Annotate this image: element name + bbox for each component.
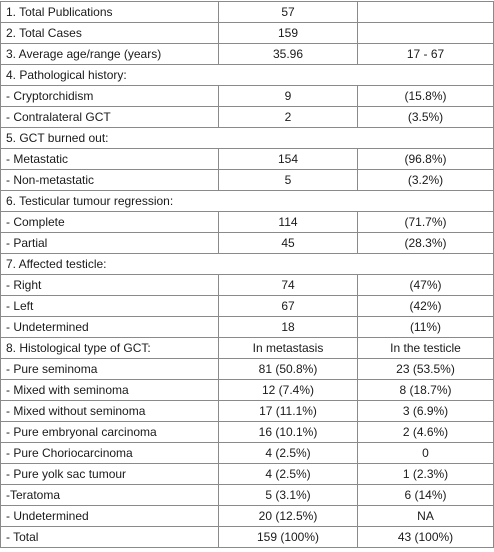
table-cell: (15.8%) [357,85,494,107]
table-cell: (11%) [357,316,494,338]
table-cell: 159 [218,22,358,44]
table-cell: 20 (12.5%) [218,505,358,527]
table-cell: 16 (10.1%) [218,421,358,443]
table-cell: 74 [218,274,358,296]
table-row: 2. Total Cases 159 [0,22,494,44]
table-cell: - Mixed with seminoma [0,379,219,401]
table-row: - Non-metastatic 5 (3.2%) [0,169,494,191]
table-row: 6. Testicular tumour regression: [0,190,494,212]
table-cell: - Pure Choriocarcinoma [0,442,219,464]
table-cell: 5 (3.1%) [218,484,358,506]
table-row: - Total 159 (100%) 43 (100%) [0,526,494,548]
table-cell: 154 [218,148,358,170]
table-cell: 7. Affected testicle: [0,253,494,275]
table-cell: - Pure embryonal carcinoma [0,421,219,443]
table-row: - Right 74 (47%) [0,274,494,296]
table-row: - Pure yolk sac tumour 4 (2.5%) 1 (2.3%) [0,463,494,485]
table-cell: 4 (2.5%) [218,463,358,485]
table-cell: (3.2%) [357,169,494,191]
table-cell: 23 (53.5%) [357,358,494,380]
table-cell: - Cryptorchidism [0,85,219,107]
table-cell: In metastasis [218,337,358,359]
table-cell: 114 [218,211,358,233]
table-cell: 9 [218,85,358,107]
table-row: - Mixed with seminoma 12 (7.4%) 8 (18.7%) [0,379,494,401]
table-cell: 6 (14%) [357,484,494,506]
table-cell: 2. Total Cases [0,22,219,44]
table-cell: (3.5%) [357,106,494,128]
table-row: - Metastatic 154 (96.8%) [0,148,494,170]
table-row: -Teratoma 5 (3.1%) 6 (14%) [0,484,494,506]
table-cell: 4 (2.5%) [218,442,358,464]
table-row: - Pure embryonal carcinoma 16 (10.1%) 2 (4… [0,421,494,443]
table-cell: 17 - 67 [357,43,494,65]
table-cell: 67 [218,295,358,317]
table-cell: - Non-metastatic [0,169,219,191]
table-row: - Partial 45 (28.3%) [0,232,494,254]
table-cell: (71.7%) [357,211,494,233]
table-cell: - Right [0,274,219,296]
table-cell: - Undetermined [0,505,219,527]
table-cell: 4. Pathological history: [0,64,494,86]
table-cell: NA [357,505,494,527]
table-cell: 8 (18.7%) [357,379,494,401]
table-cell: 5. GCT burned out: [0,127,494,149]
table-cell: 1. Total Publications [0,1,219,23]
table-cell: In the testicle [357,337,494,359]
table-cell: 17 (11.1%) [218,400,358,422]
table-cell: -Teratoma [0,484,219,506]
table-cell: 159 (100%) [218,526,358,548]
table-cell: 43 (100%) [357,526,494,548]
table-cell: - Mixed without seminoma [0,400,219,422]
table-row: 7. Affected testicle: [0,253,494,275]
table-cell: - Undetermined [0,316,219,338]
table-cell: 1 (2.3%) [357,463,494,485]
table-row: - Undetermined 20 (12.5%) NA [0,505,494,527]
table-cell: (96.8%) [357,148,494,170]
table-row: - Mixed without seminoma 17 (11.1%) 3 (6.9… [0,400,494,422]
empty-cell [357,1,494,23]
table-cell: 3. Average age/range (years) [0,43,219,65]
table-cell: (47%) [357,274,494,296]
empty-cell [357,22,494,44]
table-cell: 12 (7.4%) [218,379,358,401]
table-row: 8. Histological type of GCT: In metastasi… [0,337,494,359]
table-cell: 8. Histological type of GCT: [0,337,219,359]
table-cell: 0 [357,442,494,464]
table-cell: - Complete [0,211,219,233]
table-row: - Pure Choriocarcinoma 4 (2.5%) 0 [0,442,494,464]
table-cell: (28.3%) [357,232,494,254]
table-row: - Left 67 (42%) [0,295,494,317]
table-row: - Contralateral GCT 2 (3.5%) [0,106,494,128]
table-cell: 45 [218,232,358,254]
table-cell: 3 (6.9%) [357,400,494,422]
table-cell: - Contralateral GCT [0,106,219,128]
table-cell: 35.96 [218,43,358,65]
table-cell: 81 (50.8%) [218,358,358,380]
table-cell: - Pure yolk sac tumour [0,463,219,485]
table-row: 3. Average age/range (years) 35.96 17 - 67 [0,43,494,65]
table-cell: 6. Testicular tumour regression: [0,190,494,212]
table-row: 4. Pathological history: [0,64,494,86]
table-cell: - Partial [0,232,219,254]
table-row: - Cryptorchidism 9 (15.8%) [0,85,494,107]
table-cell: 2 (4.6%) [357,421,494,443]
table-row: - Pure seminoma 81 (50.8%) 23 (53.5%) [0,358,494,380]
table-row: 1. Total Publications 57 [0,1,494,23]
table-cell: 57 [218,1,358,23]
table-row: 5. GCT burned out: [0,127,494,149]
table-cell: 18 [218,316,358,338]
table-row: - Complete 114 (71.7%) [0,211,494,233]
table-cell: 2 [218,106,358,128]
table-cell: (42%) [357,295,494,317]
table-cell: - Total [0,526,219,548]
table-cell: - Metastatic [0,148,219,170]
table-cell: - Pure seminoma [0,358,219,380]
table-cell: 5 [218,169,358,191]
table-row: - Undetermined 18 (11%) [0,316,494,338]
table-cell: - Left [0,295,219,317]
